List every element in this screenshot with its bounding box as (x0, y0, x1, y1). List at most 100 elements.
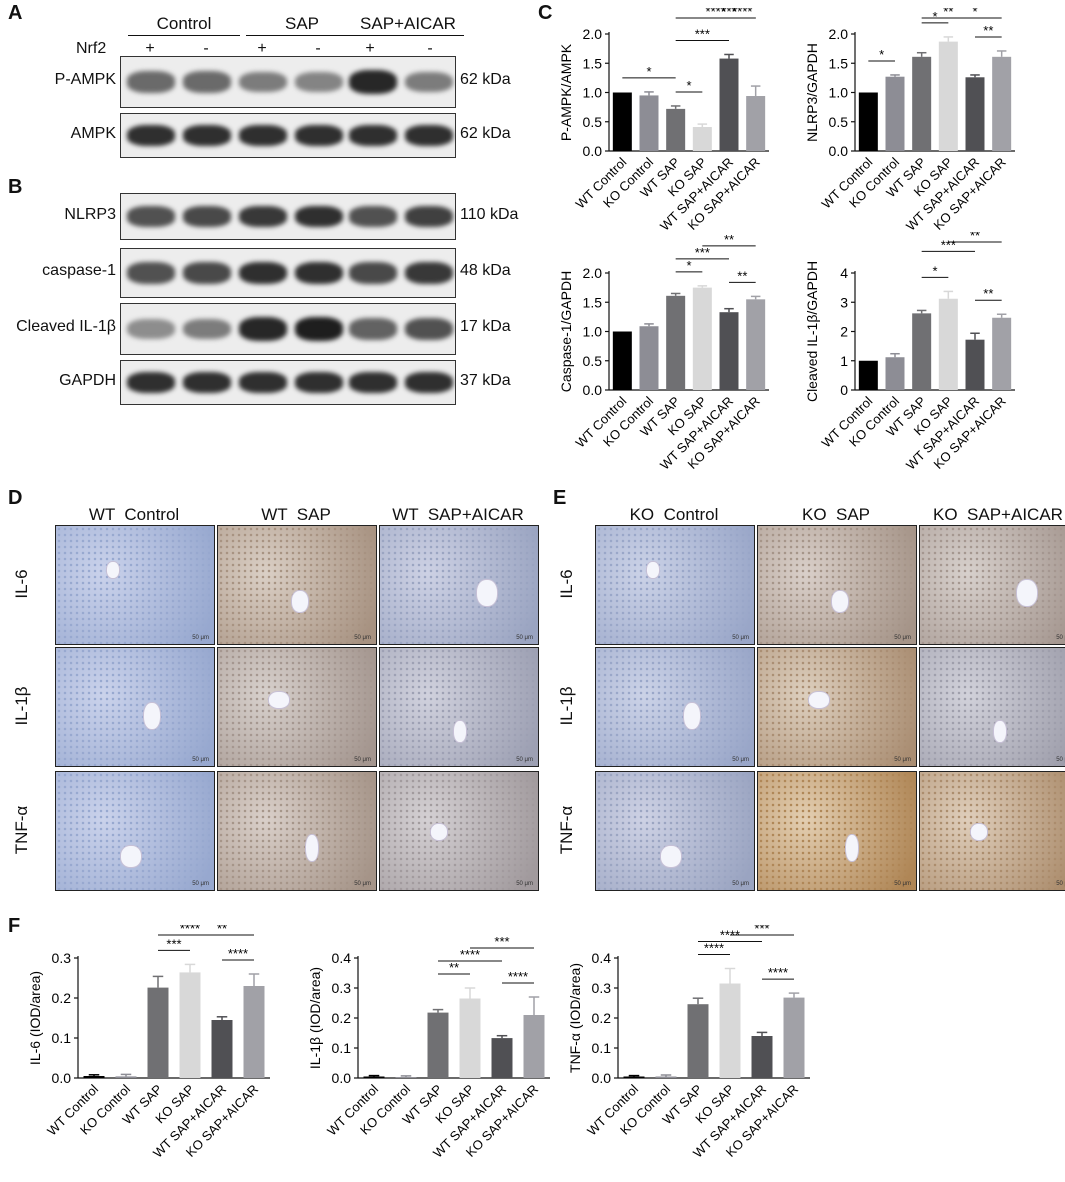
bar (612, 331, 632, 390)
chart-tnf-a-iod: TNF-α (IOD/area)0.00.10.20.30.4WT Contro… (567, 925, 810, 1161)
blot-group-sap: SAP (246, 14, 358, 36)
y-axis-label: NLRP3/GAPDH (804, 43, 820, 142)
y-tick-label: 0.5 (829, 114, 849, 130)
blot-band (295, 71, 343, 93)
y-tick-label: 0.0 (829, 143, 849, 159)
vessel-lumen (845, 834, 859, 862)
scale-bar-label: 50 μm (192, 635, 209, 641)
y-tick-label: 0.1 (592, 1040, 612, 1056)
significance-label: **** (732, 8, 752, 19)
ihc-column-header: WT Control (88, 505, 180, 524)
scale-bar-label: 50 μm (1056, 635, 1065, 641)
scale-bar-label: 50 μm (354, 881, 371, 887)
ihc-micrograph: 50 μm (595, 771, 755, 891)
blot-band (239, 261, 287, 285)
blot-band (295, 125, 343, 146)
ihc-row-label: IL-1β (557, 686, 576, 726)
y-axis-label: IL-6 (IOD/area) (27, 971, 43, 1065)
bar (992, 317, 1012, 390)
bar (692, 127, 712, 151)
bar (179, 972, 201, 1078)
y-tick-label: 1.5 (583, 294, 603, 310)
panel-label-e: E (553, 487, 567, 509)
nrf2-sign: + (365, 40, 375, 57)
bar (746, 96, 766, 151)
ihc-micrograph: 50 μm (217, 647, 377, 767)
significance-label: *** (941, 237, 956, 252)
blot-band (127, 206, 175, 227)
ihc-column-header: WT SAP (261, 505, 331, 524)
y-tick-label: 0.3 (52, 950, 72, 966)
ihc-micrograph: 50 μm (379, 647, 539, 767)
y-tick-label: 0.2 (592, 1010, 612, 1026)
bar (858, 360, 878, 390)
significance-label: * (932, 263, 937, 278)
ihc-column-header: KO SAP+AICAR (933, 505, 1063, 524)
group-label: Control (156, 14, 212, 33)
y-tick-label: 1.5 (583, 55, 603, 71)
blot-row-label: GAPDH (59, 371, 116, 389)
vessel-lumen (453, 720, 467, 743)
significance-label: *** (721, 8, 736, 19)
y-tick-label: 1.0 (829, 85, 849, 101)
y-tick-label: 3 (840, 294, 848, 310)
ihc-column-header: KO Control (629, 505, 719, 524)
bar (147, 987, 169, 1078)
scale-bar-label: 50 μm (732, 757, 749, 763)
blot-band (405, 261, 453, 285)
significance-label: **** (180, 925, 200, 936)
blot-band (127, 372, 175, 393)
bar (938, 298, 958, 390)
vessel-lumen (476, 579, 498, 607)
panel-label-a: A (8, 2, 23, 24)
panel-label-c: C (538, 2, 553, 24)
scale-bar-label: 50 μm (516, 881, 533, 887)
bar (395, 1077, 417, 1078)
bar (992, 56, 1012, 151)
blot-kda-label: 17 kDa (460, 318, 511, 335)
scale-bar-label: 50 μm (192, 881, 209, 887)
bar (719, 983, 741, 1078)
scale-bar-label: 50 μm (192, 757, 209, 763)
bar (719, 58, 739, 151)
blot-strip (120, 360, 456, 405)
blot-band (349, 318, 397, 340)
scale-bar-label: 50 μm (516, 757, 533, 763)
chart-il-1b-iod: IL-1β (IOD/area)0.00.10.20.30.4WT Contro… (307, 934, 550, 1161)
blot-strip (120, 113, 456, 158)
ihc-micrograph: 50 μm (55, 525, 215, 645)
bar (115, 1076, 137, 1078)
ihc-row-label: TNF-α (12, 805, 31, 855)
vessel-lumen (120, 845, 142, 868)
group-label: SAP (284, 14, 320, 33)
y-tick-label: 4 (840, 265, 848, 281)
ihc-micrograph: 50 μm (757, 525, 917, 645)
bar (746, 299, 766, 390)
blot-row-label: AMPK (70, 124, 116, 142)
vessel-lumen (683, 702, 701, 730)
bar (965, 77, 985, 151)
blot-band (239, 71, 287, 93)
significance-label: **** (228, 946, 248, 961)
ihc-column-header: WT SAP+AICAR (392, 505, 524, 524)
bar (666, 295, 686, 390)
y-tick-label: 0.0 (52, 1070, 72, 1086)
y-tick-label: 0.1 (52, 1030, 72, 1046)
bar (243, 986, 265, 1078)
blot-strip (120, 193, 456, 240)
bar (885, 76, 905, 151)
significance-label: **** (768, 965, 788, 980)
blot-band (349, 206, 397, 227)
ihc-micrograph: 50 μm (217, 525, 377, 645)
y-tick-label: 0.0 (332, 1070, 352, 1086)
significance-label: **** (706, 8, 726, 19)
blot-kda-label: 62 kDa (460, 71, 511, 88)
blot-row-label: P-AMPK (54, 71, 116, 88)
bar (427, 1012, 449, 1078)
blot-strip (120, 248, 456, 298)
significance-label: ** (983, 23, 993, 38)
ihc-micrograph: 50 μm (595, 647, 755, 767)
